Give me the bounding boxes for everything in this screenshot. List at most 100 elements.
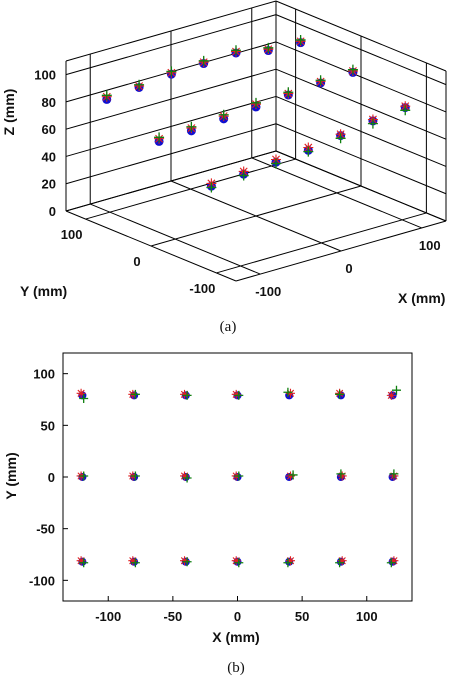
x-tick-label: 0 <box>345 261 352 276</box>
z-tick-label: 60 <box>42 122 56 137</box>
point-plus-3d <box>367 118 378 129</box>
x-tick-label: 0 <box>234 609 241 624</box>
point-star-2d <box>180 389 190 399</box>
caption-a: (a) <box>220 319 237 335</box>
point-plus-2d <box>182 473 192 483</box>
point-plus-3d <box>251 97 261 108</box>
point-plus-3d <box>303 146 314 157</box>
y-axis-label: Y (mm) <box>20 283 67 299</box>
y-tick-label: 100 <box>61 227 83 242</box>
z-tick-label: 80 <box>42 95 56 110</box>
x-axis-label-b: X (mm) <box>212 629 259 645</box>
y-tick-label: 0 <box>48 470 55 485</box>
point-plus-3d <box>154 132 165 143</box>
point-star-2d <box>337 556 347 566</box>
grid-3d <box>65 0 447 282</box>
point-plus-3d <box>347 64 358 75</box>
y-axis-label-b: Y (mm) <box>3 452 19 499</box>
point-plus-2d <box>234 558 244 568</box>
z-tick-label: 40 <box>42 149 56 164</box>
marks-2d <box>76 385 401 568</box>
tick-labels-2d: -100 -50 0 50 100 100 50 0 -50 -100 <box>29 367 378 624</box>
point-plus-2d <box>234 471 244 481</box>
x-tick-label: -50 <box>163 609 182 624</box>
floor-grid-y <box>150 185 362 247</box>
point-plus-2d <box>335 558 345 568</box>
point-star-2d <box>231 389 241 399</box>
point-plus-3d <box>295 34 306 45</box>
floor-grid-y <box>85 158 296 220</box>
scatter-2d-plot: -100 -50 0 50 100 100 50 0 -50 -100 Y (mm) X (mm)… <box>3 352 413 676</box>
point-plus-2d <box>234 390 244 400</box>
point-plus-2d <box>288 470 298 480</box>
y-tick-label: 50 <box>41 418 55 433</box>
point-plus-3d <box>206 182 217 193</box>
z-tick-label: 20 <box>42 177 56 192</box>
point-star-2d <box>231 556 241 566</box>
point-plus-3d <box>271 158 281 169</box>
y-tick-label: 100 <box>33 367 55 382</box>
point-plus-3d <box>218 109 229 120</box>
point-plus-2d <box>182 557 192 567</box>
point-star-2d <box>285 556 295 566</box>
z-axis-label: Z (mm) <box>1 89 17 136</box>
point-plus-2d <box>79 471 89 481</box>
point-plus-3d <box>335 133 346 144</box>
point-plus-2d <box>283 558 293 568</box>
point-plus-2d <box>79 558 89 568</box>
x-axis-label: X (mm) <box>398 290 445 306</box>
y-tick-label: -100 <box>29 573 55 588</box>
point-plus-3d <box>315 75 326 86</box>
point-plus-3d <box>186 121 197 132</box>
point-plus-2d <box>336 469 346 479</box>
point-star-2d <box>128 556 138 566</box>
caption-b: (b) <box>227 660 245 676</box>
floor-edge <box>235 220 447 282</box>
x-tick-label: -100 <box>95 609 121 624</box>
x-tick-label: 100 <box>356 609 378 624</box>
floor-grid-y <box>216 212 427 274</box>
point-plus-3d <box>101 90 112 101</box>
point-plus-3d <box>134 79 145 90</box>
point-plus-3d <box>400 105 411 116</box>
z-tick-label: 0 <box>49 204 56 219</box>
y-tick-label: 0 <box>133 254 140 269</box>
point-star-2d <box>389 556 399 566</box>
top-edge <box>65 0 277 62</box>
point-plus-3d <box>283 87 294 98</box>
point-plus-3d <box>198 55 209 66</box>
point-star-2d <box>76 388 86 398</box>
point-plus-2d <box>283 387 293 397</box>
point-plus-2d <box>335 389 345 399</box>
point-plus-2d <box>386 558 396 568</box>
point-plus-3d <box>263 42 274 53</box>
x-tick-label: 50 <box>295 609 309 624</box>
z-tick-label: 100 <box>34 68 56 83</box>
point-plus-3d <box>166 66 177 77</box>
point-plus-3d <box>231 45 241 56</box>
y-tick-label: -100 <box>189 281 215 296</box>
y-tick-label: -50 <box>36 522 55 537</box>
point-star-2d <box>76 556 86 566</box>
point-star-2d <box>285 471 295 481</box>
point-star-2d <box>285 388 295 398</box>
point-plus-2d <box>130 471 140 481</box>
x-tick-label: -100 <box>255 284 281 299</box>
point-plus-3d <box>238 170 249 181</box>
point-star-2d <box>180 556 190 566</box>
point-plus-2d <box>391 385 401 395</box>
point-star-2d <box>386 390 396 400</box>
tick-labels-3d: 0 20 40 60 80 100 100 0 -100 -100 0 100 <box>34 68 440 299</box>
point-plus-2d <box>79 393 89 403</box>
point-star-2d <box>180 471 190 481</box>
point-plus-2d <box>182 390 192 400</box>
x-tick-label: 100 <box>419 238 441 253</box>
point-plus-2d <box>389 469 399 479</box>
point-plus-2d <box>130 558 140 568</box>
floor-edge <box>65 210 237 282</box>
point-star-2d <box>337 471 347 481</box>
point-plus-2d <box>130 389 140 399</box>
top-edge <box>275 0 447 72</box>
scatter-3d-plot: 0 20 40 60 80 100 100 0 -100 -100 0 100 Z (mm) Y (m… <box>1 0 447 335</box>
